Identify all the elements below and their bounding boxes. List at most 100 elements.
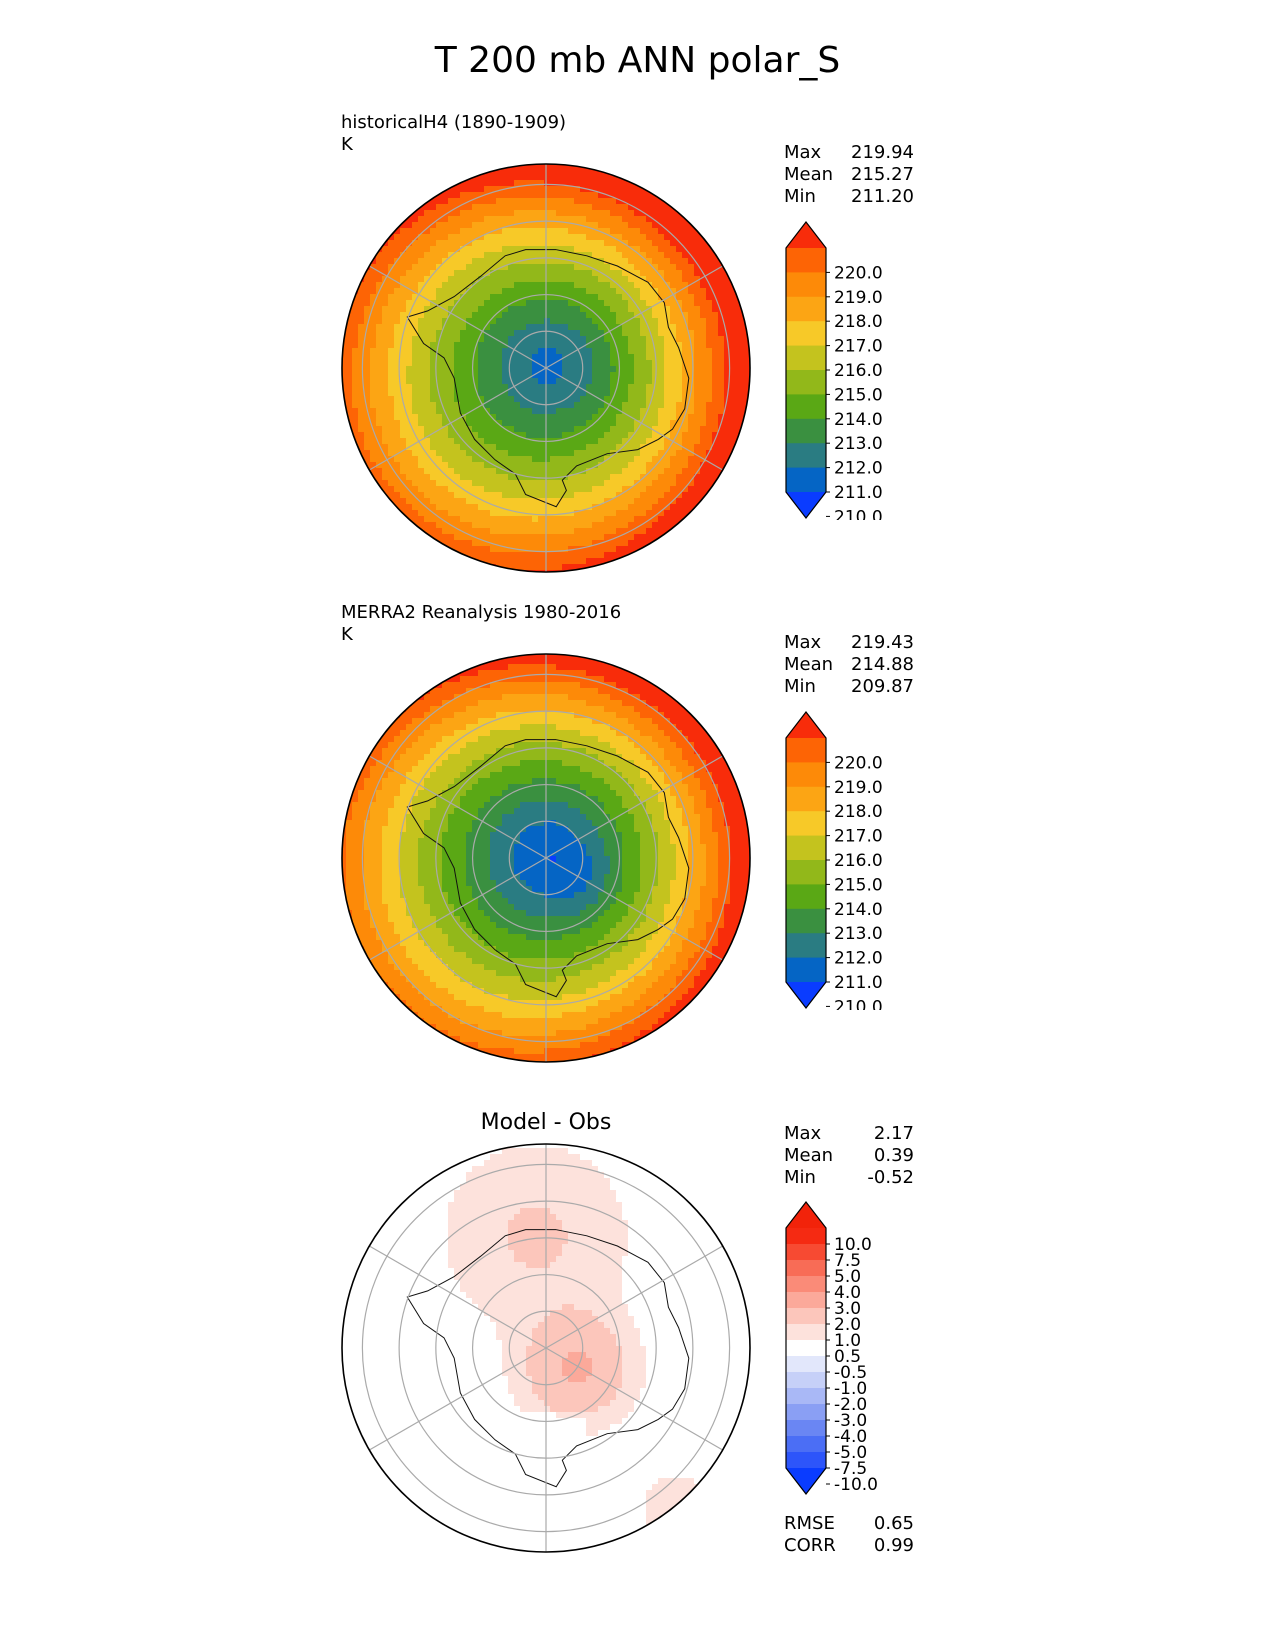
map1-cell — [532, 450, 539, 457]
map1-cell — [382, 246, 389, 253]
map1-cell — [694, 486, 701, 493]
map1-cell — [604, 234, 611, 241]
map1-cell — [640, 318, 647, 325]
map1-cell — [382, 480, 389, 487]
map2-cell — [652, 706, 659, 713]
map1-cell — [598, 528, 605, 535]
map1-cell — [574, 294, 581, 301]
map1-cell — [562, 462, 569, 469]
map2-cell — [664, 736, 671, 743]
map1-cell — [586, 180, 593, 187]
map1-cell — [352, 342, 359, 349]
map1-cell — [538, 164, 545, 169]
map1-cell — [556, 534, 563, 541]
map1-cell — [376, 384, 383, 391]
map1-cell — [580, 240, 587, 247]
map1-cell — [712, 312, 719, 319]
map1-cell — [562, 192, 569, 199]
map1-cell — [592, 318, 599, 325]
map1-cell — [490, 390, 497, 397]
map2-cell — [508, 772, 515, 779]
map1-cell — [556, 522, 563, 529]
map1-cell — [574, 396, 581, 403]
map2-cell — [478, 670, 485, 677]
map2-cell — [418, 742, 425, 749]
map1-cell — [694, 234, 701, 241]
map1-cell — [622, 492, 629, 499]
map2-cell — [478, 748, 485, 755]
map1-cell — [436, 438, 443, 445]
map1-cell — [496, 216, 503, 223]
map1-cell — [562, 246, 569, 253]
map1-cell — [448, 474, 455, 481]
map1-cell — [634, 384, 641, 391]
map1-cell — [472, 366, 479, 373]
map2-cell — [568, 658, 575, 665]
map1-cell — [478, 318, 485, 325]
map1-cell — [358, 384, 365, 391]
map1-cell — [502, 414, 509, 421]
map2-cell — [586, 772, 593, 779]
map1-cell — [418, 480, 425, 487]
map2-cell — [430, 742, 437, 749]
map1-cell — [454, 372, 461, 379]
map2-cell — [646, 784, 653, 791]
map1-cell — [610, 474, 617, 481]
map1-cell — [466, 390, 473, 397]
map1-cell — [490, 276, 497, 283]
map1-cell — [394, 288, 401, 295]
map1-cell — [502, 384, 509, 391]
map1-cell — [550, 384, 557, 391]
map1-cell — [586, 438, 593, 445]
map2-cell — [586, 718, 593, 725]
map1-cell — [610, 270, 617, 277]
map1-cell — [658, 468, 665, 475]
map1-cell — [364, 276, 371, 283]
map1-cell — [682, 348, 689, 355]
map1-cell — [610, 198, 617, 205]
map1-cell — [466, 324, 473, 331]
map1-cell — [406, 456, 413, 463]
map2-cell — [580, 682, 587, 689]
map1-cell — [466, 384, 473, 391]
map1-cell — [568, 180, 575, 187]
map1-cell — [508, 438, 515, 445]
map2-cell — [574, 724, 581, 731]
map1-cell — [682, 222, 689, 229]
map1-cell — [622, 534, 629, 541]
map1-cell — [610, 528, 617, 535]
map1-cell — [496, 546, 503, 553]
map1-cell — [478, 300, 485, 307]
map1-cell — [496, 276, 503, 283]
map1-cell — [526, 492, 533, 499]
map1-cell — [622, 354, 629, 361]
map2-cell — [496, 694, 503, 701]
map2-cell — [610, 766, 617, 773]
map2-cell — [592, 700, 599, 707]
map1-cell — [460, 192, 467, 199]
map1-cell — [700, 420, 707, 427]
map1-cell — [730, 456, 737, 463]
map1-cell — [442, 396, 449, 403]
map1-cell — [568, 534, 575, 541]
map1-cell — [706, 408, 713, 415]
map1-cell — [742, 330, 749, 337]
map1-cell — [586, 282, 593, 289]
map1-cell — [358, 288, 365, 295]
map1-cell — [598, 330, 605, 337]
map1-cell — [448, 366, 455, 373]
map2-cell — [526, 654, 533, 659]
map1-cell — [718, 432, 725, 439]
map1-cell — [342, 384, 347, 391]
map1-cell — [670, 492, 677, 499]
map1-cell — [514, 246, 521, 253]
map1-cell — [496, 342, 503, 349]
map1-cell — [382, 468, 389, 475]
map1-cell — [466, 348, 473, 355]
map1-cell — [580, 414, 587, 421]
map1-cell — [382, 354, 389, 361]
map2-cell — [694, 736, 701, 743]
map1-cell — [448, 294, 455, 301]
map1-cell — [652, 534, 659, 541]
map1-cell — [466, 474, 473, 481]
